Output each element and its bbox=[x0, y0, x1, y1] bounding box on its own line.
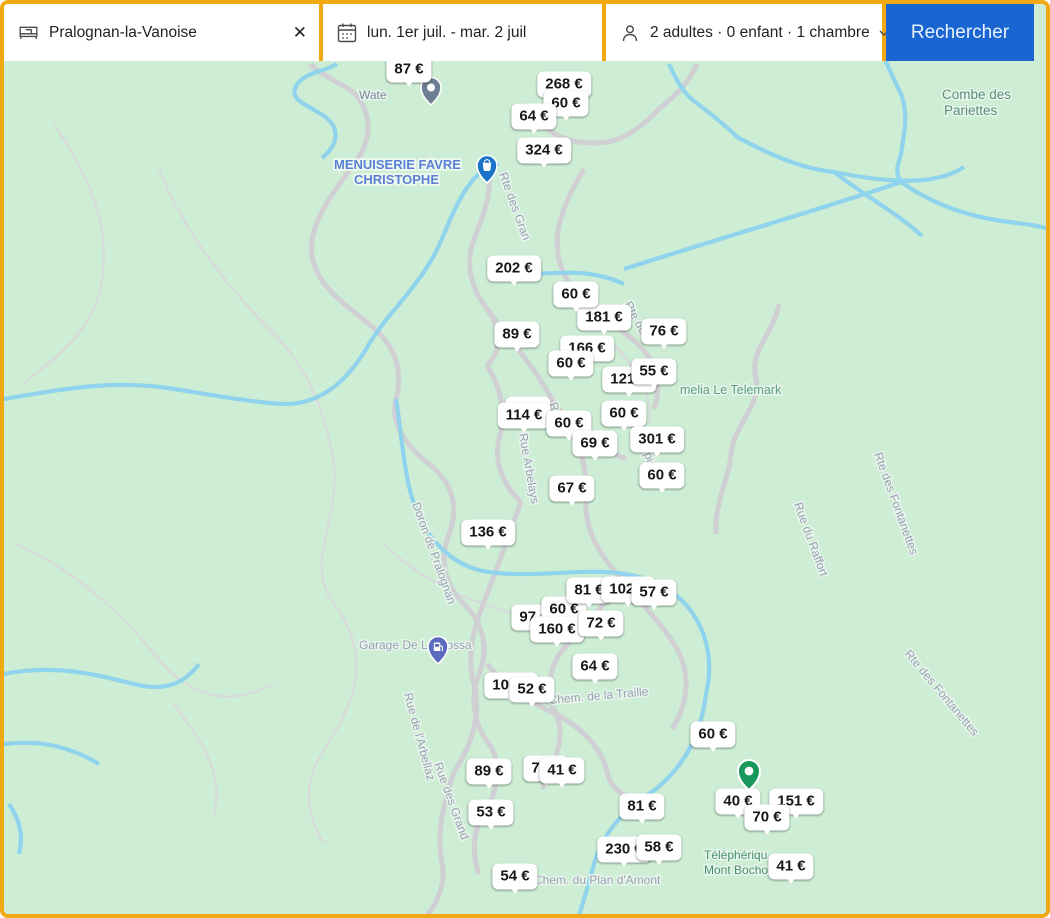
svg-text:Rue de l'Arbellaz: Rue de l'Arbellaz bbox=[401, 691, 438, 782]
svg-text:CHRISTOPHE: CHRISTOPHE bbox=[354, 172, 439, 187]
svg-text:Rte des Fontanettes: Rte des Fontanettes bbox=[902, 647, 982, 739]
svg-text:Chem. du Plan d'Amont: Chem. du Plan d'Amont bbox=[534, 873, 661, 887]
svg-text:Rte des Gran: Rte des Gran bbox=[496, 170, 534, 242]
svg-text:Rue du Raffort: Rue du Raffort bbox=[791, 500, 831, 579]
svg-text:Rte des Fontanettes: Rte des Fontanettes bbox=[871, 450, 921, 556]
svg-text:Pariettes: Pariettes bbox=[944, 103, 998, 118]
svg-text:melia Le Telemark: melia Le Telemark bbox=[680, 383, 782, 397]
svg-text:Mont Bochor: Mont Bochor bbox=[704, 863, 772, 877]
svg-text:Garage De La Rossa: Garage De La Rossa bbox=[359, 638, 472, 652]
svg-text:Wate: Wate bbox=[359, 88, 387, 102]
svg-text:MENUISERIE FAVRE: MENUISERIE FAVRE bbox=[334, 157, 461, 172]
svg-text:Combe des: Combe des bbox=[942, 87, 1011, 102]
svg-text:Chem. de la Traille: Chem. de la Traille bbox=[548, 684, 649, 707]
svg-text:Téléphériqu: Téléphériqu bbox=[704, 848, 767, 862]
svg-text:Rue Arbelays: Rue Arbelays bbox=[516, 432, 542, 505]
